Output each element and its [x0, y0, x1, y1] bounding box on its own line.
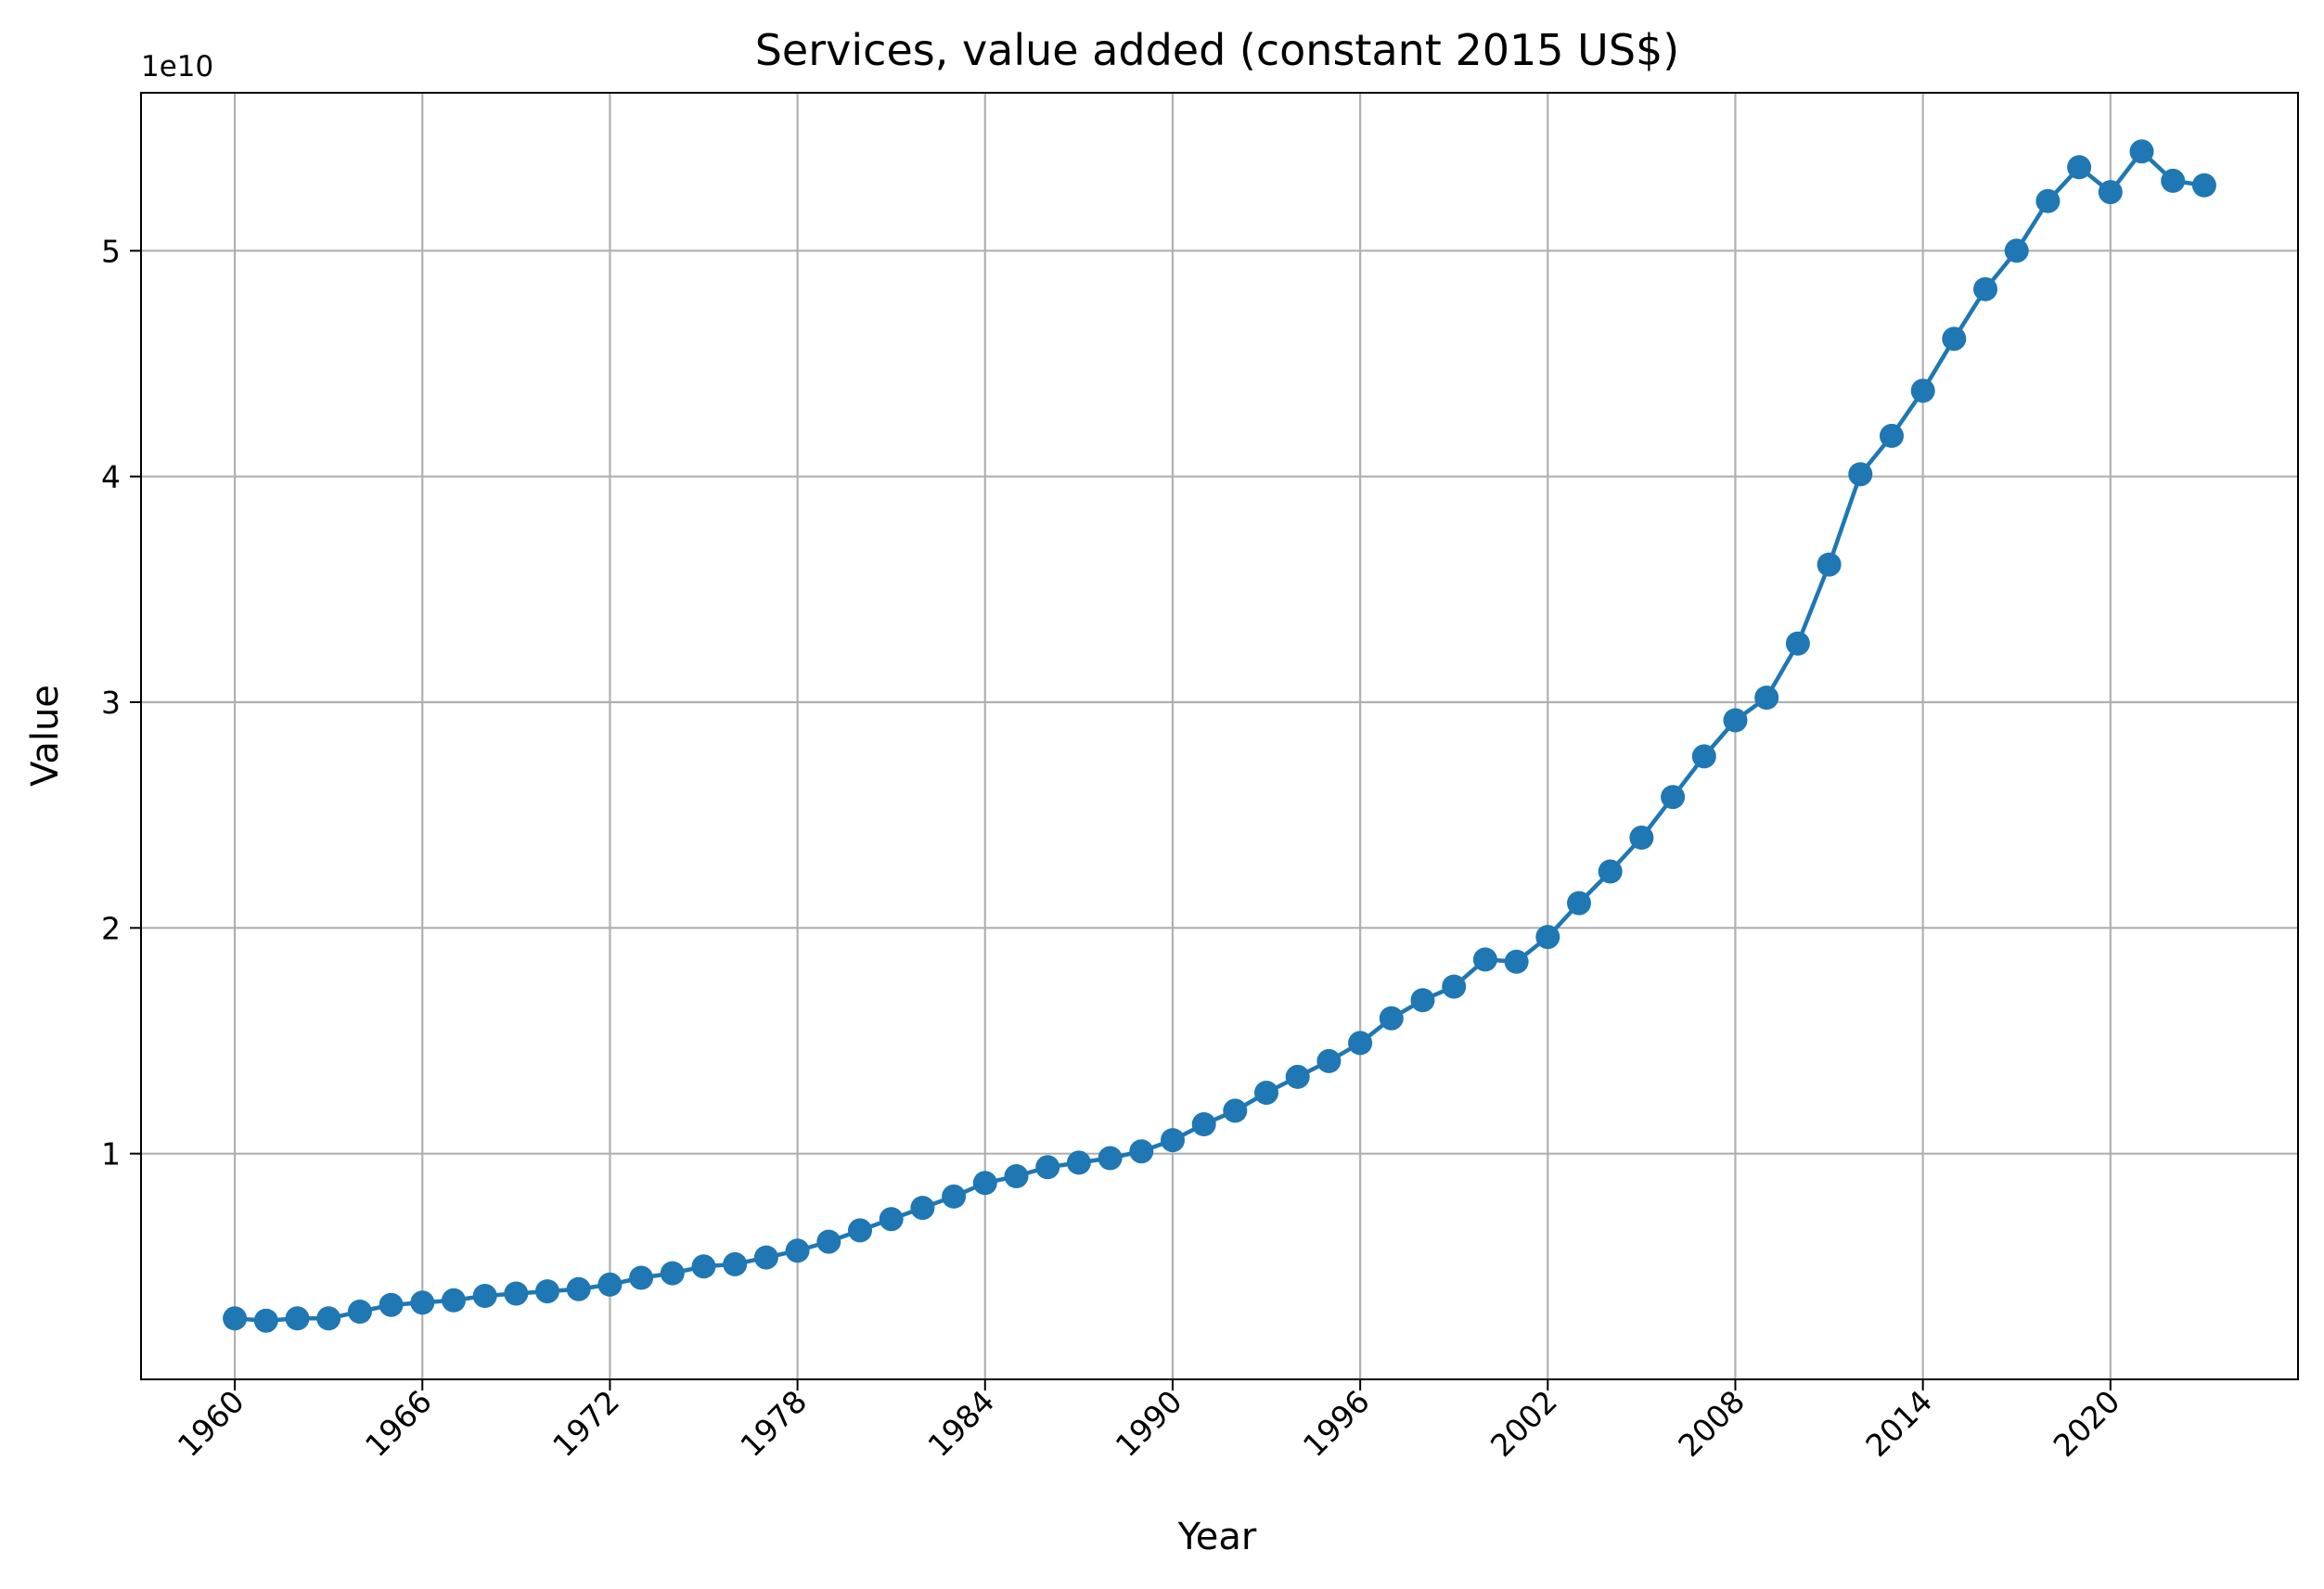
x-tick-label: 2002 [1483, 1383, 1564, 1464]
x-tick-label: 1960 [171, 1383, 251, 1464]
data-point [2161, 168, 2186, 193]
data-point [1942, 327, 1967, 352]
data-point [1442, 974, 1467, 999]
data-point [1254, 1081, 1278, 1105]
data-point [660, 1261, 685, 1286]
data-point [2129, 139, 2154, 164]
data-point [910, 1196, 935, 1221]
data-point [472, 1284, 497, 1308]
data-point [1754, 686, 1779, 711]
data-point [442, 1288, 466, 1313]
data-point [1535, 925, 1560, 950]
data-point [535, 1279, 559, 1304]
y-tick-label: 4 [101, 459, 121, 495]
series-line [223, 139, 2216, 1333]
data-point [1098, 1146, 1123, 1171]
data-point [1161, 1128, 1185, 1153]
axis-ticks: 1960 1966 1972 1978 1984 1990 1996 2002 2008 2014… [101, 233, 2126, 1464]
data-point [1129, 1139, 1154, 1164]
data-point [1348, 1031, 1373, 1056]
y-offset-label: 1e10 [141, 50, 213, 83]
data-point [753, 1245, 778, 1270]
data-point [566, 1276, 591, 1301]
x-tick-label: 1972 [546, 1383, 626, 1464]
data-point [223, 1306, 248, 1331]
data-point [316, 1306, 341, 1331]
data-point [504, 1281, 529, 1306]
x-tick-label: 1984 [920, 1383, 1001, 1464]
data-point [1598, 859, 1623, 884]
data-point [2004, 238, 2029, 263]
data-point [410, 1290, 435, 1315]
data-point [1817, 552, 1842, 577]
x-tick-label: 2014 [1858, 1383, 1939, 1464]
y-tick-label: 5 [101, 233, 121, 269]
grid [141, 93, 2298, 1379]
data-point [1785, 631, 1810, 656]
data-point [1004, 1164, 1029, 1188]
data-point [816, 1229, 841, 1254]
data-point [848, 1218, 872, 1243]
data-point [1285, 1064, 1310, 1089]
data-point [1567, 891, 1591, 916]
data-point [1472, 947, 1497, 972]
x-tick-label: 1978 [733, 1383, 814, 1464]
data-point [1066, 1150, 1091, 1175]
data-point [347, 1300, 372, 1324]
plot-frame [140, 92, 2299, 1380]
data-point [1035, 1155, 1060, 1180]
data-point [253, 1308, 278, 1333]
data-point [1880, 423, 1904, 448]
x-tick-label: 1966 [358, 1383, 439, 1464]
data-point [691, 1254, 716, 1279]
data-point [972, 1171, 997, 1196]
data-point [1661, 785, 1686, 810]
data-point [1223, 1098, 1248, 1123]
data-point [879, 1207, 904, 1232]
data-point [1504, 949, 1529, 974]
data-point [785, 1238, 810, 1263]
data-point [1191, 1112, 1216, 1136]
data-point [942, 1184, 967, 1209]
x-tick-label: 1990 [1109, 1383, 1189, 1464]
data-point [1848, 462, 1873, 487]
y-tick-label: 2 [101, 910, 121, 946]
series-line-path [234, 149, 2205, 1323]
x-tick-label: 2020 [2047, 1383, 2127, 1464]
y-tick-label: 1 [101, 1136, 121, 1173]
y-axis-label: Value [24, 685, 67, 787]
data-point [1973, 276, 1997, 301]
x-tick-label: 1996 [1296, 1383, 1377, 1464]
data-point [723, 1251, 748, 1276]
data-point [2067, 155, 2092, 180]
data-point [1691, 744, 1716, 769]
y-tick-label: 3 [101, 685, 121, 721]
x-tick-label: 2008 [1671, 1383, 1752, 1464]
data-point [2035, 188, 2061, 213]
data-point [1410, 988, 1435, 1013]
data-point [1316, 1048, 1342, 1073]
data-point [1723, 708, 1748, 733]
data-point [1379, 1006, 1404, 1031]
data-point [285, 1306, 310, 1331]
data-point [1629, 826, 1654, 850]
data-point [629, 1265, 654, 1290]
x-axis-label: Year [1177, 1516, 1257, 1558]
data-point [2191, 173, 2216, 198]
data-point [1910, 378, 1935, 404]
data-point [2098, 180, 2123, 205]
data-point [597, 1272, 623, 1297]
chart-title: Services, value added (constant 2015 US$… [755, 25, 1680, 75]
data-point [379, 1292, 404, 1317]
